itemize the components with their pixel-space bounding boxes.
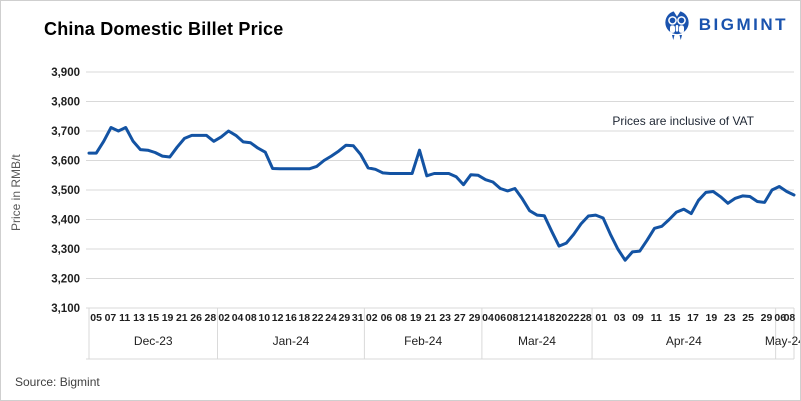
x-day-label: 15 <box>147 312 159 324</box>
x-day-label: 06 <box>494 312 506 324</box>
x-day-label: 28 <box>205 312 217 324</box>
x-day-label: 20 <box>556 312 568 324</box>
x-day-label: 13 <box>133 312 145 324</box>
x-day-label: 18 <box>543 312 555 324</box>
x-day-label: 04 <box>232 312 244 324</box>
x-day-label: 07 <box>105 312 117 324</box>
x-day-label: 26 <box>190 312 202 324</box>
x-day-label: 25 <box>742 312 754 324</box>
x-day-label: 19 <box>706 312 718 324</box>
x-day-label: 15 <box>669 312 681 324</box>
x-day-label: 29 <box>469 312 481 324</box>
x-day-label: 23 <box>439 312 451 324</box>
y-tick-label: 3,600 <box>51 156 80 168</box>
y-tick-label: 3,400 <box>51 215 80 227</box>
y-tick-label: 3,100 <box>51 303 80 315</box>
x-month-label: Apr-24 <box>666 334 702 348</box>
x-day-label: 02 <box>366 312 378 324</box>
brand-name: BIGMINT <box>698 15 788 34</box>
x-day-label: 02 <box>218 312 230 324</box>
x-day-label: 29 <box>761 312 773 324</box>
x-day-label: 23 <box>724 312 736 324</box>
x-day-label: 12 <box>272 312 284 324</box>
x-day-label: 09 <box>632 312 644 324</box>
x-day-label: 11 <box>119 312 130 324</box>
x-day-label: 06 <box>381 312 393 324</box>
y-axis-title: Price in RMB/t <box>9 154 23 232</box>
y-tick-label: 3,800 <box>51 97 80 109</box>
x-day-label: 27 <box>454 312 466 324</box>
x-day-label: 29 <box>339 312 351 324</box>
x-day-label: 22 <box>312 312 324 324</box>
y-tick-label: 3,500 <box>51 185 80 197</box>
x-day-label: 08 <box>395 312 407 324</box>
x-day-label: 31 <box>352 312 364 324</box>
x-day-label: 01 <box>595 312 607 324</box>
x-month-label: Mar-24 <box>518 334 556 348</box>
x-day-label: 18 <box>298 312 310 324</box>
x-month-label: Jan-24 <box>273 334 310 348</box>
source-note: Source: Bigmint <box>15 375 100 389</box>
page-title: China Domestic Billet Price <box>44 19 284 39</box>
x-month-label: Feb-24 <box>404 334 442 348</box>
x-day-label: 11 <box>651 312 662 324</box>
y-tick-label: 3,900 <box>51 67 80 79</box>
y-tick-label: 3,200 <box>51 274 80 286</box>
x-day-label: 22 <box>568 312 580 324</box>
x-day-label: 19 <box>410 312 422 324</box>
x-day-label: 12 <box>519 312 531 324</box>
price-line-series <box>87 126 796 262</box>
x-day-label: 08 <box>245 312 257 324</box>
x-day-label: 06 <box>774 312 786 324</box>
x-day-label: 17 <box>687 312 699 324</box>
x-day-label: 21 <box>176 312 188 324</box>
x-day-label: 16 <box>285 312 297 324</box>
x-month-label: Dec-23 <box>134 334 173 348</box>
x-day-label: 03 <box>614 312 626 324</box>
x-day-label: 19 <box>162 312 174 324</box>
x-day-label: 21 <box>425 312 437 324</box>
x-day-label: 05 <box>90 312 102 324</box>
x-day-label: 08 <box>784 312 796 324</box>
x-month-label: May-24 <box>765 334 801 348</box>
x-day-label: 24 <box>325 312 337 324</box>
y-tick-label: 3,300 <box>51 244 80 256</box>
bigmint-logo-icon <box>665 10 689 40</box>
vat-note: Prices are inclusive of VAT <box>612 114 754 128</box>
x-day-label: 10 <box>258 312 270 324</box>
x-day-label: 14 <box>531 312 543 324</box>
brand-logo: BIGMINT <box>662 9 788 41</box>
x-day-label: 04 <box>482 312 494 324</box>
x-day-label: 28 <box>580 312 592 324</box>
x-day-label: 08 <box>507 312 519 324</box>
y-tick-label: 3,700 <box>51 126 80 138</box>
